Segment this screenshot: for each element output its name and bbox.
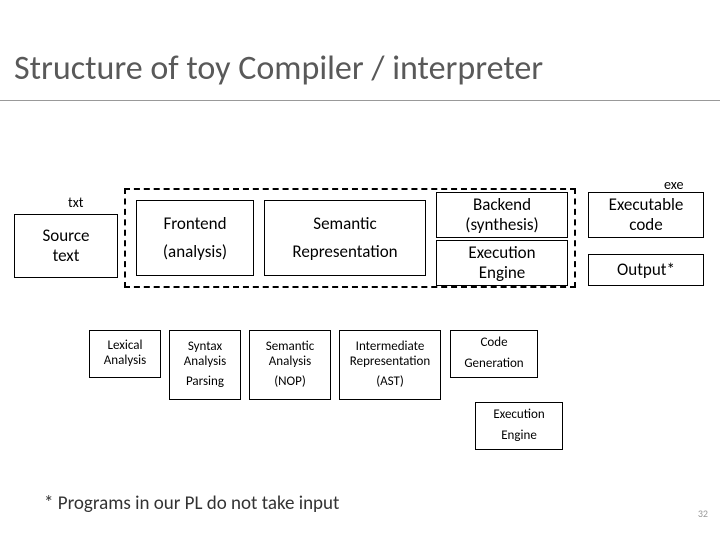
footnote: * Programs in our PL do not take input bbox=[44, 492, 339, 515]
execode-line1: Executable bbox=[609, 195, 684, 215]
ee-line2: Engine bbox=[476, 429, 562, 444]
sem-line3: (NOP) bbox=[250, 375, 330, 390]
lex-line1: Lexical bbox=[90, 339, 160, 354]
syn-line2: Analysis bbox=[170, 355, 240, 370]
frontend-line2: (analysis) bbox=[163, 242, 227, 262]
page-number: 32 bbox=[698, 507, 708, 520]
txt-label: txt bbox=[68, 194, 83, 211]
syn-line3: Parsing bbox=[170, 375, 240, 390]
exe-label: exe bbox=[664, 176, 683, 193]
page-title: Structure of toy Compiler / interpreter bbox=[14, 48, 543, 89]
source-line2: text bbox=[53, 246, 80, 266]
execution-engine-small-box: Execution Engine bbox=[475, 402, 563, 450]
execode-line2: code bbox=[629, 215, 662, 235]
source-box: Source text bbox=[14, 214, 118, 278]
syn-line1: Syntax bbox=[170, 340, 240, 355]
executable-code-box: Executable code bbox=[588, 192, 704, 238]
cg-line2: Generation bbox=[451, 357, 537, 372]
frontend-line1: Frontend bbox=[163, 214, 226, 234]
backend-line2: (synthesis) bbox=[465, 215, 538, 235]
lexical-analysis-box: Lexical Analysis bbox=[89, 330, 161, 378]
source-line1: Source bbox=[42, 226, 89, 246]
ee-line1: Execution bbox=[476, 408, 562, 423]
semantic-rep-box: Semantic Representation bbox=[264, 200, 426, 276]
sem-line1: Semantic bbox=[250, 340, 330, 355]
backend-box: Backend (synthesis) bbox=[436, 192, 568, 238]
backend-line1: Backend bbox=[473, 195, 531, 215]
execengine-line1: Execution bbox=[468, 243, 535, 263]
intermediate-representation-box: Intermediate Representation (AST) bbox=[339, 330, 441, 400]
frontend-box: Frontend (analysis) bbox=[136, 200, 254, 276]
output-text: Output* bbox=[617, 260, 675, 280]
semantic-line2: Representation bbox=[292, 242, 397, 262]
cg-line1: Code bbox=[451, 336, 537, 351]
execution-engine-box: Execution Engine bbox=[436, 240, 568, 286]
semantic-analysis-box: Semantic Analysis (NOP) bbox=[249, 330, 331, 400]
ir-line3: (AST) bbox=[340, 375, 440, 390]
sem-line2: Analysis bbox=[250, 355, 330, 370]
syntax-analysis-box: Syntax Analysis Parsing bbox=[169, 330, 241, 400]
execengine-line2: Engine bbox=[479, 263, 526, 283]
ir-line1: Intermediate bbox=[340, 340, 440, 355]
output-box: Output* bbox=[588, 254, 704, 286]
lex-line2: Analysis bbox=[90, 354, 160, 369]
code-generation-box: Code Generation bbox=[450, 330, 538, 378]
semantic-line1: Semantic bbox=[313, 214, 376, 234]
title-divider bbox=[0, 100, 720, 101]
ir-line2: Representation bbox=[340, 355, 440, 370]
